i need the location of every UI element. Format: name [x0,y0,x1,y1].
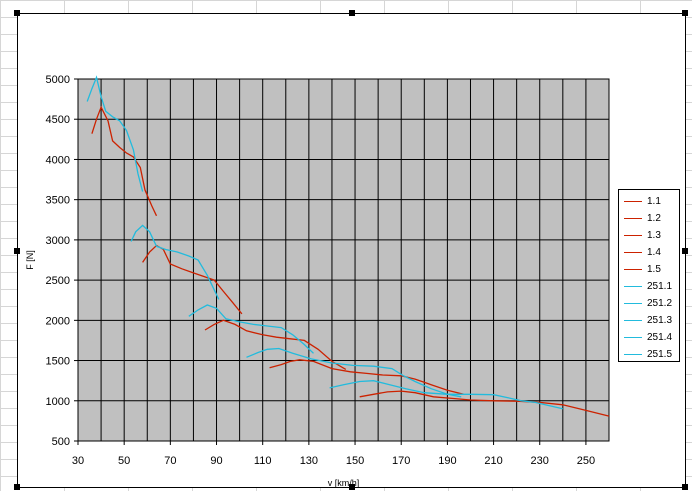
legend-item[interactable]: 251.2 [619,295,679,312]
series-line-1.2[interactable] [142,244,243,315]
series-line-1.5[interactable] [359,390,610,417]
y-tick-label: 4500 [46,114,70,126]
legend-label: 1.5 [647,264,661,275]
series-line-1.1[interactable] [91,105,158,217]
legend-label: 251.3 [647,315,673,326]
legend-label: 251.1 [647,281,673,292]
legend-item[interactable]: 1.5 [619,261,679,278]
legend-swatch [624,269,642,270]
selection-handle-top-right[interactable] [682,10,688,16]
gridlines [78,79,609,441]
series-line-251.5[interactable] [329,380,563,410]
series-line-251.4[interactable] [246,347,462,398]
series-line-251.1[interactable] [86,75,144,192]
legend-swatch [624,286,642,287]
series-group [86,75,610,417]
x-axis-title: v [km/h] [328,478,360,488]
plot-area[interactable] [78,79,609,441]
selection-handle-bottom-right[interactable] [682,484,688,490]
y-axis-title: F [N] [25,250,35,270]
x-tick-label: 250 [577,455,595,467]
legend-swatch [624,320,642,321]
legend-swatch [624,337,642,338]
y-tick-label: 1500 [46,356,70,368]
y-tick-label: 2500 [46,275,70,287]
legend-label: 251.4 [647,332,673,343]
selection-handle-bottom-center[interactable] [349,484,355,490]
x-tick-label: 30 [72,455,84,467]
legend-label: 1.3 [647,230,661,241]
series-line-251.2[interactable] [130,224,220,300]
x-tick-label: 210 [484,455,502,467]
legend-item[interactable]: 1.1 [619,193,679,210]
legend-label: 1.2 [647,213,661,224]
legend-item[interactable]: 1.3 [619,227,679,244]
legend-swatch [624,218,642,219]
series-line-1.4[interactable] [269,359,464,395]
x-tick-label: 50 [118,455,130,467]
selection-handle-top-center[interactable] [349,10,355,16]
axis-ticks: 30 50 70 90 110 130 150 170 190 210 230 250 500 1000 1… [46,74,596,467]
x-tick-label: 170 [392,455,410,467]
x-tick-label: 70 [164,455,176,467]
selection-handle-bottom-left[interactable] [14,484,20,490]
selection-handle-middle-left[interactable] [14,248,20,254]
legend-item[interactable]: 251.4 [619,329,679,346]
legend-item[interactable]: 1.4 [619,244,679,261]
series-line-251.3[interactable] [188,304,314,354]
legend-item[interactable]: 251.3 [619,312,679,329]
legend-swatch [624,354,642,355]
y-tick-label: 1000 [46,396,70,408]
legend-swatch [624,252,642,253]
legend-label: 251.2 [647,298,673,309]
legend[interactable]: 1.1 1.2 1.3 1.4 1.5 251.1 251.2 251.3 251.4 251.5 [618,189,680,362]
legend-item[interactable]: 1.2 [619,210,679,227]
selection-handle-top-left[interactable] [14,10,20,16]
x-tick-label: 150 [346,455,364,467]
y-tick-label: 4000 [46,154,70,166]
selection-handle-middle-right[interactable] [682,248,688,254]
y-tick-label: 500 [52,436,70,448]
y-tick-label: 2000 [46,315,70,327]
y-tick-label: 3000 [46,235,70,247]
legend-item[interactable]: 251.5 [619,346,679,363]
legend-label: 1.1 [647,196,661,207]
legend-swatch [624,201,642,202]
legend-swatch [624,303,642,304]
series-line-1.3[interactable] [204,319,347,370]
x-tick-label: 230 [531,455,549,467]
legend-swatch [624,235,642,236]
plot-border [77,78,610,442]
y-tick-label: 3500 [46,195,70,207]
y-tick-label: 5000 [46,74,70,86]
legend-label: 251.5 [647,349,673,360]
legend-item[interactable]: 251.1 [619,278,679,295]
x-tick-label: 90 [210,455,222,467]
x-tick-label: 130 [300,455,318,467]
x-tick-label: 190 [438,455,456,467]
x-tick-label: 110 [254,455,272,467]
legend-label: 1.4 [647,247,661,258]
